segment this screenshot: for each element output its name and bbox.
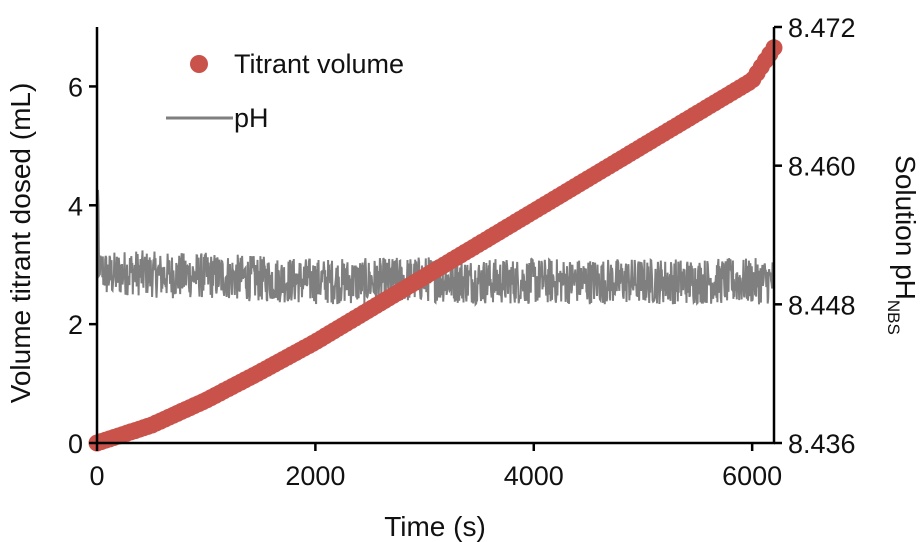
legend-marker-titrant [190,55,208,73]
y-left-ticks: 0 2 4 6 [68,72,97,459]
legend-label-ph: pH [234,103,269,133]
legend-label-titrant: Titrant volume [234,49,404,79]
x-ticks: 0 2000 4000 6000 [89,443,782,491]
y-left-tick-label: 0 [68,429,83,459]
x-tick-label: 4000 [504,461,564,491]
y-left-tick-label: 2 [68,310,83,340]
axes: 0 2000 4000 6000 0 2 4 6 8.436 8.448 8.460 8.472 [68,13,856,491]
y-left-tick-label: 6 [68,72,83,102]
y-right-tick-label: 8.448 [788,290,856,320]
x-tick-label: 2000 [285,461,345,491]
y-right-tick-label: 8.460 [788,152,856,182]
series-titrant-volume [88,39,783,452]
y-right-tick-label: 8.436 [788,429,856,459]
right-y-axis-title-main: Solution pH [890,155,921,300]
right-y-axis-title: Solution pHNBS [884,155,921,335]
x-tick-label: 0 [89,461,104,491]
series-line-ph [96,189,775,334]
left-y-axis-title: Volume titrant dosed (mL) [5,83,36,404]
y-right-tick-label: 8.472 [788,13,856,43]
y-right-ticks: 8.436 8.448 8.460 8.472 [774,13,856,459]
x-axis-title: Time (s) [384,511,486,542]
plot-area [88,39,783,452]
legend: Titrant volume pH [166,49,404,133]
y-left-tick-label: 4 [68,191,83,221]
x-tick-label: 6000 [722,461,782,491]
right-y-axis-title-subscript: NBS [884,300,903,335]
